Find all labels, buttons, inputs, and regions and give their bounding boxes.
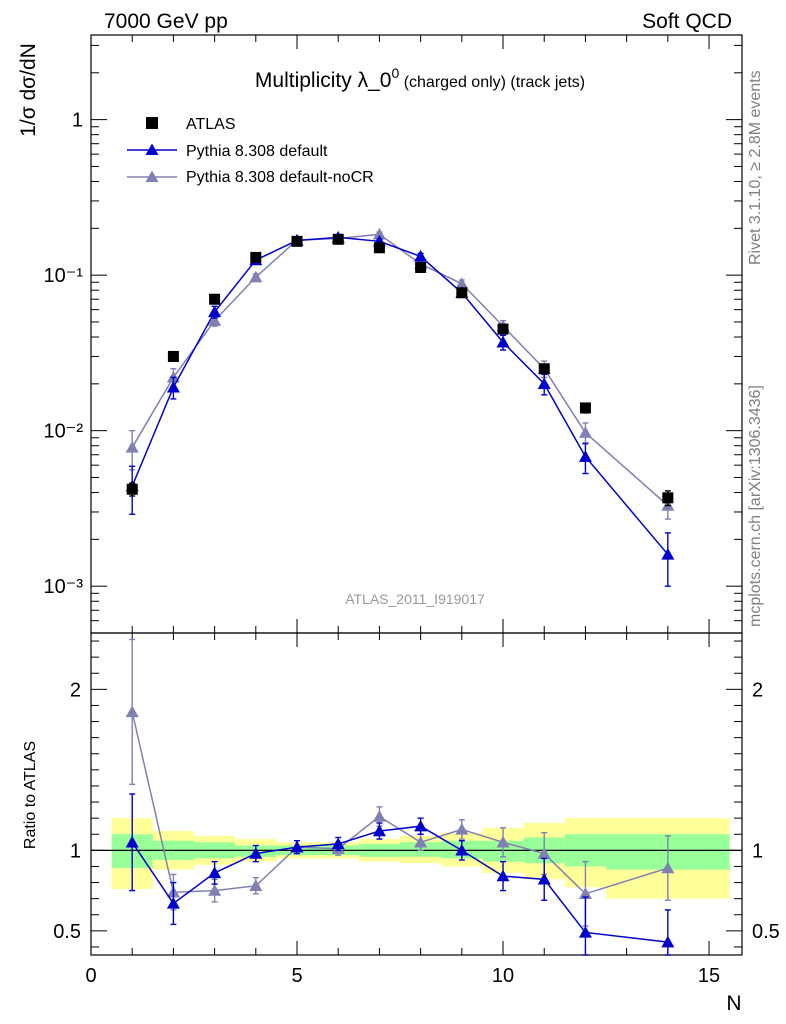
ratio-frame [90,632,743,956]
data-point-atlas [497,323,509,335]
series-line-nocr [131,233,669,507]
x-tick-label: 15 [698,965,720,987]
data-point-atlas [291,235,303,247]
y-tick-label-right: 0.5 [752,921,780,943]
data-point-default [166,380,180,393]
process-label: Soft QCD [642,10,732,33]
data-point-nocr [455,277,469,289]
legend: ATLAS Pythia 8.308 default Pythia 8.308 … [127,116,374,186]
ratio-point-default [578,925,592,938]
y-tick-label: 2 [70,679,81,701]
ratio-point-nocr [208,884,222,896]
title-main: Multiplicity λ_0 [255,69,392,92]
data-point-default [661,547,675,560]
rivet-label: Rivet 3.1.10, ≥ 2.8M events [747,70,764,265]
main-ylabel: 1/σ dσ/dN [17,43,40,137]
ratio-point-default [455,843,469,856]
ratio-panel: 0 5 10 15 0.5 0.5 1 1 2 2 Ratio to ATLAS N [22,632,780,1015]
data-point-atlas [538,363,550,375]
data-point-nocr [249,270,263,283]
ratio-point-nocr [249,879,263,891]
ratio-point-default [661,935,675,948]
ratio-axes: 0 5 10 15 0.5 0.5 1 1 2 2 [53,632,780,987]
x-tick-label: 5 [291,965,302,987]
series-line-default [131,236,669,555]
energy-label: 7000 GeV pp [104,10,228,33]
ratio-point-nocr [414,835,428,848]
x-tick-label: 10 [492,965,514,987]
data-point-atlas [579,402,591,414]
data-point-default [496,335,510,348]
data-point-atlas [209,293,221,305]
ratio-point-nocr [455,822,469,835]
ratio-point-default [208,866,222,879]
y-tick-label-right: 2 [752,679,763,701]
y-tick-label: 1 [72,110,83,132]
data-point-default [578,450,592,462]
ratio-point-default [331,837,345,850]
y-tick-label: 10⁻² [44,421,84,443]
legend-atlas-marker [146,117,158,129]
data-point-atlas [250,251,262,263]
analysis-watermark: ATLAS_2011_I919017 [345,591,485,607]
data-point-atlas [373,242,385,254]
data-point-default [537,377,551,390]
ratio-point-default [537,872,551,885]
legend-nocr-label: Pythia 8.308 default-noCR [186,169,374,186]
data-point-default [208,305,222,318]
ratio-point-default [414,819,428,832]
ratio-series [125,638,675,956]
main-series [125,227,675,587]
legend-default-label: Pythia 8.308 default [186,143,328,160]
data-point-atlas [415,261,427,273]
y-tick-label: 10⁻³ [44,576,84,598]
data-point-nocr [125,440,139,453]
ratio-point-nocr [537,847,551,859]
title-tail: (charged only) (track jets) [399,74,585,91]
legend-atlas-label: ATLAS [186,116,236,133]
main-title: Multiplicity λ_00 (charged only) (track … [255,65,585,92]
source-label: mcplots.cern.ch [arXiv:1306.3436] [747,385,764,627]
data-point-nocr [208,314,222,326]
ratio-point-default [249,847,263,859]
legend-default-marker [145,143,159,155]
data-point-atlas [662,492,674,504]
y-tick-label: 10⁻¹ [44,265,84,287]
y-tick-label-right: 1 [752,840,763,862]
main-panel: 10⁻³ 10⁻² 10⁻¹ 1 Multiplicity λ_00 (charged… [17,34,743,634]
y-tick-label: 0.5 [53,921,81,943]
ratio-point-default [496,869,510,882]
ratio-point-default [290,840,304,853]
ratio-point-nocr [496,835,510,848]
ratio-point-nocr [372,810,386,822]
data-point-nocr [372,227,386,240]
title-superscript: 0 [391,65,399,81]
ratio-point-default [125,835,139,848]
data-point-atlas [456,287,468,299]
ratio-ylabel: Ratio to ATLAS [22,741,39,849]
data-point-atlas [332,233,344,245]
data-point-nocr [578,426,592,438]
ratio-point-nocr [125,705,139,718]
x-tick-label: 0 [85,965,96,987]
ratio-point-nocr [578,887,592,900]
x-axis-label: N [726,992,741,1015]
y-tick-label: 1 [70,840,81,862]
ratio-point-default [166,896,180,909]
legend-nocr-marker [145,170,159,182]
ratio-point-default [372,824,386,837]
ratio-point-nocr [661,861,675,874]
data-point-atlas [167,350,179,362]
data-point-atlas [126,483,138,495]
data-point-default [414,249,428,262]
